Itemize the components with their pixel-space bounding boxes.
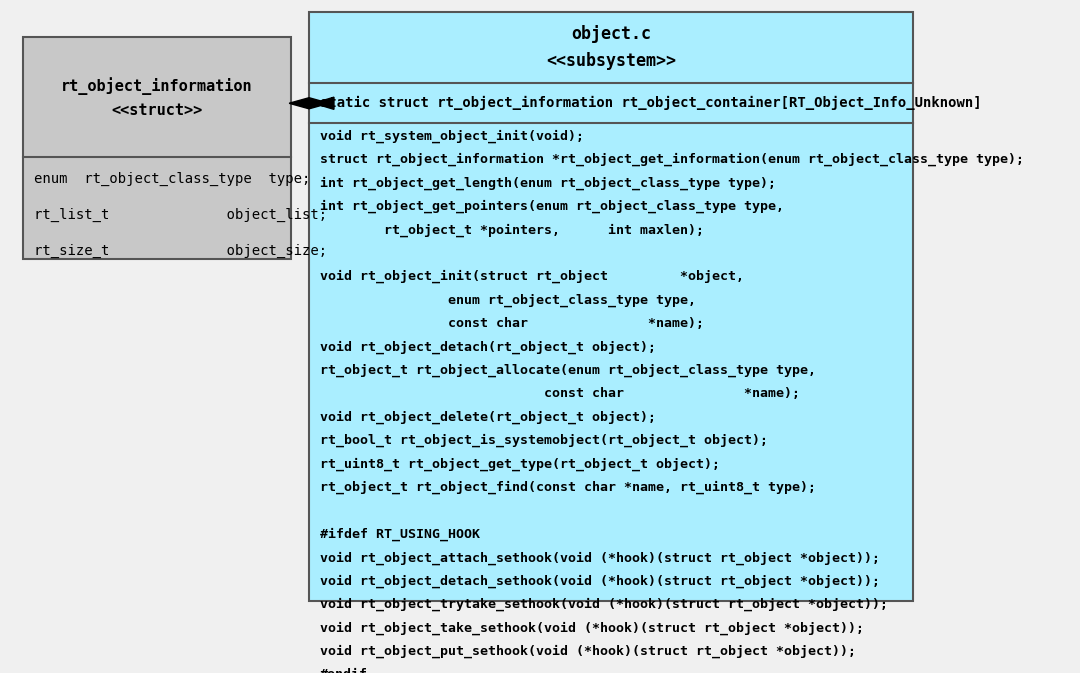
Text: void rt_object_put_sethook(void (*hook)(struct rt_object *object));: void rt_object_put_sethook(void (*hook)(… (320, 645, 856, 658)
Text: void rt_object_detach_sethook(void (*hook)(struct rt_object *object));: void rt_object_detach_sethook(void (*hoo… (320, 575, 880, 588)
Text: struct rt_object_information *rt_object_get_information(enum rt_object_class_typ: struct rt_object_information *rt_object_… (320, 153, 1024, 166)
Text: static struct rt_object_information rt_object_container[RT_Object_Info_Unknown]: static struct rt_object_information rt_o… (320, 96, 982, 110)
Text: enum  rt_object_class_type  type;: enum rt_object_class_type type; (35, 172, 311, 186)
Text: void rt_system_object_init(void);: void rt_system_object_init(void); (320, 129, 584, 143)
Text: rt_list_t              object_list;: rt_list_t object_list; (35, 208, 327, 222)
Text: void rt_object_detach(rt_object_t object);: void rt_object_detach(rt_object_t object… (320, 341, 657, 354)
Text: rt_uint8_t rt_object_get_type(rt_object_t object);: rt_uint8_t rt_object_get_type(rt_object_… (320, 458, 720, 471)
Text: <<subsystem>>: <<subsystem>> (546, 52, 676, 71)
Text: #endif: #endif (320, 668, 368, 673)
Text: void rt_object_delete(rt_object_t object);: void rt_object_delete(rt_object_t object… (320, 411, 657, 424)
Text: rt_object_information: rt_object_information (62, 77, 253, 96)
Text: #ifdef RT_USING_HOOK: #ifdef RT_USING_HOOK (320, 528, 481, 541)
Text: enum rt_object_class_type type,: enum rt_object_class_type type, (320, 293, 697, 307)
Text: const char               *name);: const char *name); (320, 317, 704, 330)
FancyBboxPatch shape (309, 12, 914, 601)
Text: void rt_object_init(struct rt_object         *object,: void rt_object_init(struct rt_object *ob… (320, 270, 744, 283)
Text: void rt_object_trytake_sethook(void (*hook)(struct rt_object *object));: void rt_object_trytake_sethook(void (*ho… (320, 598, 888, 611)
Text: rt_bool_t rt_object_is_systemobject(rt_object_t object);: rt_bool_t rt_object_is_systemobject(rt_o… (320, 434, 768, 448)
Text: int rt_object_get_length(enum rt_object_class_type type);: int rt_object_get_length(enum rt_object_… (320, 176, 777, 190)
Text: rt_object_t rt_object_find(const char *name, rt_uint8_t type);: rt_object_t rt_object_find(const char *n… (320, 481, 816, 494)
Text: int rt_object_get_pointers(enum rt_object_class_type type,: int rt_object_get_pointers(enum rt_objec… (320, 200, 784, 213)
Text: rt_object_t rt_object_allocate(enum rt_object_class_type type,: rt_object_t rt_object_allocate(enum rt_o… (320, 363, 816, 377)
Polygon shape (289, 98, 329, 109)
Text: void rt_object_take_sethook(void (*hook)(struct rt_object *object));: void rt_object_take_sethook(void (*hook)… (320, 621, 864, 635)
Text: object.c: object.c (571, 25, 651, 43)
Text: const char               *name);: const char *name); (320, 387, 800, 400)
Text: <<struct>>: <<struct>> (111, 103, 202, 118)
Text: rt_object_t *pointers,      int maxlen);: rt_object_t *pointers, int maxlen); (320, 223, 704, 236)
Text: rt_size_t              object_size;: rt_size_t object_size; (35, 244, 327, 258)
FancyBboxPatch shape (23, 37, 291, 259)
Text: void rt_object_attach_sethook(void (*hook)(struct rt_object *object));: void rt_object_attach_sethook(void (*hoo… (320, 551, 880, 565)
Polygon shape (313, 97, 334, 109)
